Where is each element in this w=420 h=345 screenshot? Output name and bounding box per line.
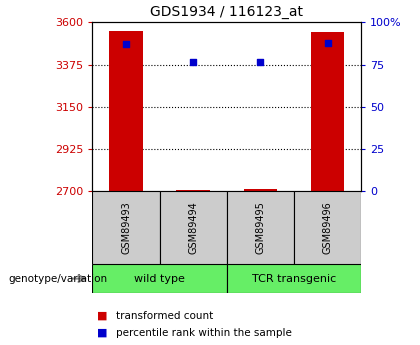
Point (190, 59, 197, 65)
Bar (109, 31, 143, 191)
Text: ■: ■ (97, 311, 107, 321)
Bar (92, 191, 160, 264)
Bar (92, 264, 227, 293)
Bar (311, 32, 344, 191)
Point (257, 60, 264, 65)
Text: wild type: wild type (134, 274, 185, 284)
Point (123, 41, 129, 47)
Text: GSM89496: GSM89496 (323, 201, 333, 254)
Text: genotype/variation: genotype/variation (8, 274, 108, 284)
Text: percentile rank within the sample: percentile rank within the sample (116, 328, 291, 338)
Bar (176, 190, 210, 191)
Bar (227, 191, 294, 264)
Text: ■: ■ (97, 328, 107, 338)
Text: GSM89494: GSM89494 (188, 201, 198, 254)
Text: TCR transgenic: TCR transgenic (252, 274, 336, 284)
Text: GSM89495: GSM89495 (255, 201, 265, 254)
Bar (294, 191, 361, 264)
Bar (244, 189, 277, 191)
Bar (227, 264, 361, 293)
Bar (160, 191, 227, 264)
Text: transformed count: transformed count (116, 311, 213, 321)
Title: GDS1934 / 116123_at: GDS1934 / 116123_at (150, 4, 303, 19)
Point (324, 40, 331, 46)
Text: GSM89493: GSM89493 (121, 201, 131, 254)
